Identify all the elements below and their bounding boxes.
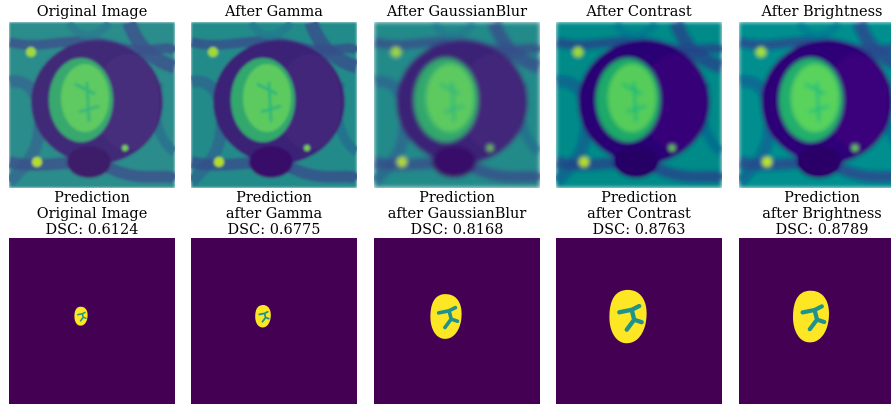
mri-image [9,22,175,188]
prediction-title: Prediction after Brightness DSC: 0.8789 [719,190,891,238]
prediction-mask [374,238,540,404]
image-title: Original Image [36,4,148,20]
mri-image [191,22,357,188]
prediction-title-line: Prediction [601,190,677,206]
dsc-score: DSC: 0.6775 [227,222,321,238]
prediction-title-line: Original Image [36,206,148,222]
dsc-score: DSC: 0.8763 [592,222,686,238]
panel-column-3: After GaussianBlur Prediction after Gaussi… [374,0,540,404]
dsc-score: DSC: 0.8789 [775,222,869,238]
prediction-title: Prediction Original Image DSC: 0.6124 [0,190,195,238]
prediction-title: Prediction after GaussianBlur DSC: 0.8168 [354,190,560,238]
mri-image [739,22,891,188]
image-title: After Brightness [761,4,883,20]
prediction-title-line: Prediction [419,190,495,206]
image-title: After Contrast [586,4,692,20]
image-title: After Gamma [225,4,323,20]
prediction-title-line: after Brightness [762,206,882,222]
prediction-title-line: Prediction [784,190,860,206]
image-title: After GaussianBlur [386,4,528,20]
prediction-mask [556,238,722,404]
mri-image [374,22,540,188]
prediction-title-line: after Contrast [587,206,691,222]
prediction-title-line: Prediction [54,190,130,206]
prediction-title-line: after Gamma [225,206,323,222]
panel-column-5: After Brightness Prediction after Brightne… [739,0,891,404]
dsc-score: DSC: 0.8168 [410,222,504,238]
panel-column-1: Original Image Prediction Original Image DS… [9,0,175,404]
prediction-title-line: Prediction [236,190,312,206]
panel-column-4: After Contrast Prediction after Contrast DS… [556,0,722,404]
mri-image [556,22,722,188]
prediction-title: Prediction after Gamma DSC: 0.6775 [171,190,377,238]
prediction-mask [191,238,357,404]
dsc-score: DSC: 0.6124 [45,222,139,238]
panel-column-2: After Gamma Prediction after Gamma DSC: 0.6… [191,0,357,404]
prediction-title-line: after GaussianBlur [387,206,527,222]
prediction-mask [9,238,175,404]
prediction-title: Prediction after Contrast DSC: 0.8763 [536,190,742,238]
prediction-mask [739,238,891,404]
